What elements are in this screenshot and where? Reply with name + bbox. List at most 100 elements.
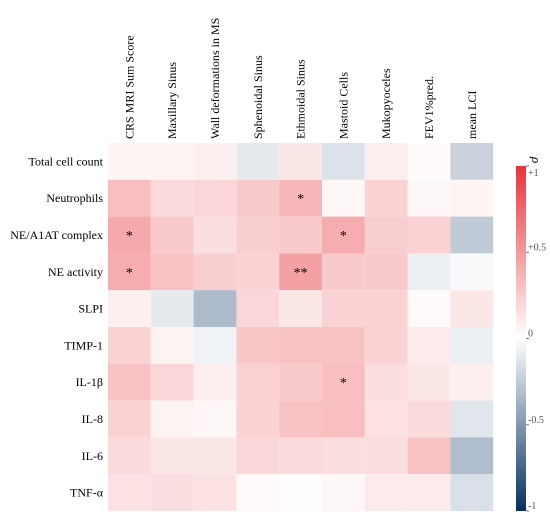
heatmap-cell (279, 363, 322, 401)
heatmap-cell (364, 474, 408, 511)
heatmap-cell (364, 437, 408, 475)
heatmap-cell (279, 253, 322, 291)
heatmap-cell (322, 474, 365, 511)
row-label: Neutrophils (46, 191, 103, 205)
column-label: Ethmoidal Sinus (294, 59, 308, 139)
colorbar: ρ +1 +0.5 0 -0.5 -1 (516, 156, 546, 512)
heatmap-cell (193, 179, 237, 217)
heatmap-cell (193, 216, 237, 254)
heatmap-cell (108, 216, 151, 254)
heatmap-cell (193, 253, 237, 291)
heatmap-cell (236, 474, 280, 511)
heatmap-cell (450, 290, 494, 327)
heatmap-cell (407, 327, 451, 364)
heatmap-cell (108, 437, 151, 475)
heatmap-cell (364, 216, 408, 254)
heatmap-cell (108, 143, 151, 180)
heatmap-cell (236, 143, 280, 180)
heatmap-cell (450, 179, 494, 217)
heatmap-cell (407, 474, 451, 511)
significance-marker: * (297, 192, 304, 207)
heatmap-cell (193, 290, 237, 327)
significance-markers: ** ** *** (126, 192, 347, 391)
significance-marker: * (126, 229, 133, 244)
heatmap-cell (279, 290, 322, 327)
colorbar-tick-label: +1 (528, 168, 539, 179)
heatmap-cell (364, 179, 408, 217)
colorbar-tick-label: -0.5 (528, 415, 544, 426)
heatmap-cell (236, 437, 280, 475)
heatmap-cell (108, 474, 151, 511)
heatmap-cell (322, 437, 365, 475)
heatmap-cell (193, 437, 237, 475)
heatmap-cell (279, 216, 322, 254)
heatmap-cell (150, 400, 194, 438)
row-label: Total cell count (29, 154, 104, 168)
heatmap-cell (407, 290, 451, 327)
colorbar-tick-label: +0.5 (528, 242, 546, 253)
heatmap-cell (322, 253, 365, 291)
column-labels: CRS MRI Sum Score Maxillary Sinus Wall def… (122, 18, 478, 139)
heatmap-cell (450, 363, 494, 401)
row-label: NE/A1AT complex (10, 228, 103, 242)
heatmap-cell (407, 179, 451, 217)
heatmap-cell (407, 143, 451, 180)
heatmap-cell (108, 363, 151, 401)
heatmap-cell (322, 179, 365, 217)
colorbar-title: ρ (529, 156, 544, 163)
heatmap-cell (150, 143, 194, 180)
heatmap-cell (279, 179, 322, 217)
heatmap-cell (450, 437, 494, 475)
heatmap-cell (150, 327, 194, 364)
heatmap-cell (150, 363, 194, 401)
heatmap-cell (150, 253, 194, 291)
heatmap-cell (407, 437, 451, 475)
heatmap-cell (193, 327, 237, 364)
row-label: SLPI (78, 302, 103, 316)
heatmap-cell (450, 327, 494, 364)
colorbar-tick-label: 0 (528, 329, 533, 340)
heatmap-cell (322, 400, 365, 438)
heatmap-cell (108, 290, 151, 327)
heatmap-cell (279, 474, 322, 511)
column-label: FEV1%pred. (422, 76, 436, 139)
heatmap-cell (193, 363, 237, 401)
heatmap-cell (450, 216, 494, 254)
row-labels: Total cell count Neutrophils NE/A1AT compl… (10, 154, 103, 499)
heatmap-cell (407, 363, 451, 401)
heatmap-cell (322, 216, 365, 254)
significance-marker: ** (294, 266, 308, 281)
row-label: IL-6 (82, 449, 103, 463)
heatmap-cell (407, 253, 451, 291)
heatmap-cell (236, 216, 280, 254)
heatmap-cell (193, 143, 237, 180)
heatmap-cell (450, 143, 494, 180)
colorbar-tick-label: -1 (528, 501, 536, 512)
heatmap-cell (407, 216, 451, 254)
heatmap-cell (450, 400, 494, 438)
heatmap-cell (108, 179, 151, 217)
heatmap-cell (150, 179, 194, 217)
heatmap-cell (322, 143, 365, 180)
heatmap-cell (236, 253, 280, 291)
heatmap-cell (108, 253, 151, 291)
heatmap-cell (150, 474, 194, 511)
row-label: NE activity (48, 265, 103, 279)
column-label: Mastoid Cells (336, 72, 350, 139)
heatmap-cells (108, 143, 494, 511)
heatmap-cell (193, 474, 237, 511)
heatmap-cell (236, 327, 280, 364)
heatmap-cell (364, 400, 408, 438)
heatmap-cell (450, 474, 494, 511)
heatmap-cell (364, 290, 408, 327)
heatmap-cell (279, 327, 322, 364)
heatmap-cell (322, 363, 365, 401)
heatmap-cell (450, 253, 494, 291)
heatmap-cell (236, 363, 280, 401)
heatmap-cell (407, 400, 451, 438)
heatmap-cell (150, 437, 194, 475)
column-label: Mukopyoceles (379, 68, 393, 139)
heatmap-cell (364, 253, 408, 291)
column-label: Maxillary Sinus (165, 62, 179, 139)
